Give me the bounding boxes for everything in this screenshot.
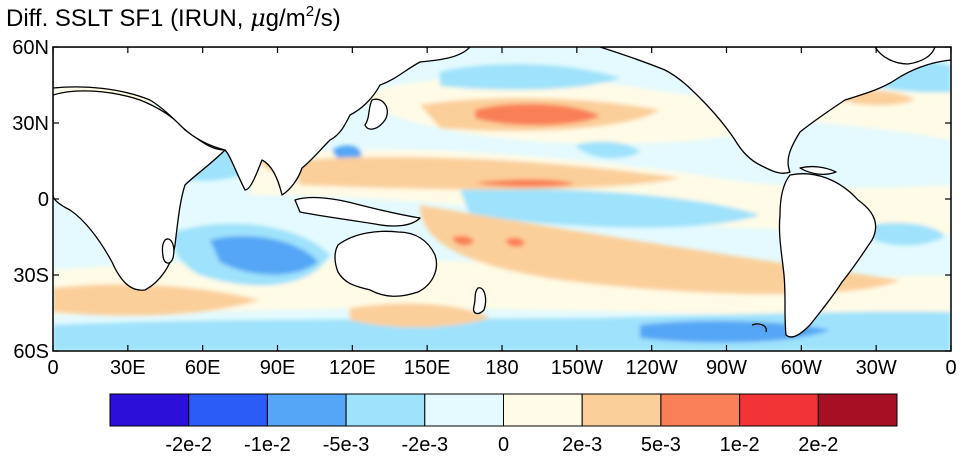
negative-central-pacific bbox=[460, 188, 760, 228]
colorbar-swatch bbox=[109, 393, 190, 427]
colorbar-label: 5e-3 bbox=[641, 434, 681, 456]
axis-labels: 0 30E 60E 90E 120E 150E 180 150W 120W 90W 60W 30W 06… bbox=[12, 37, 956, 379]
colorbar-label: 2e-3 bbox=[562, 434, 602, 456]
colorbar-swatch bbox=[817, 393, 898, 427]
lat-tick-label: 60N bbox=[12, 37, 49, 59]
coastlines bbox=[53, 47, 951, 338]
axis-ticks bbox=[52, 46, 952, 352]
colorbar-labels: -2e-2 -1e-2 -5e-3 -2e-3 0 2e-3 5e-3 1e-2 2e-2 bbox=[165, 434, 838, 456]
positive-tasman-sea bbox=[350, 303, 490, 328]
lon-tick-label: 150E bbox=[404, 357, 451, 379]
colorbar-swatch bbox=[739, 393, 819, 427]
coast-antarctic-islands bbox=[751, 323, 767, 333]
colorbar-swatch bbox=[188, 393, 268, 427]
coast-africa bbox=[53, 90, 226, 291]
positive-south-pacific-spots-2 bbox=[505, 237, 525, 247]
title-mu-symbol: μ bbox=[250, 4, 266, 32]
lat-tick-label: 0 bbox=[38, 189, 49, 211]
colorbar-swatch bbox=[266, 393, 347, 427]
colorbar-label: -5e-3 bbox=[323, 434, 370, 456]
positive-north-pacific-max bbox=[475, 103, 600, 126]
lon-tick-label: 120E bbox=[329, 357, 376, 379]
map-plot-area bbox=[53, 47, 951, 351]
lon-tick-label: 90W bbox=[706, 357, 747, 379]
colorbar-label: -2e-2 bbox=[165, 434, 212, 456]
positive-itcz-streak bbox=[475, 179, 575, 187]
colorbar-swatch bbox=[581, 393, 662, 427]
colorbar bbox=[109, 393, 898, 427]
colorbar-label: 2e-2 bbox=[798, 434, 838, 456]
colorbar-swatch bbox=[424, 393, 504, 427]
coast-australia bbox=[334, 230, 438, 297]
colorbar-swatch bbox=[660, 393, 741, 427]
negative-southern-ocean-core bbox=[640, 320, 830, 343]
coast-japan bbox=[364, 98, 388, 130]
title-unit-tail: /s) bbox=[314, 5, 341, 32]
coast-indonesia bbox=[294, 196, 421, 227]
coast-madagascar bbox=[161, 238, 175, 264]
lon-tick-label: 120W bbox=[626, 357, 678, 379]
colorbar-swatch bbox=[345, 393, 426, 427]
map-title: Diff. SSLT SF1 (IRUN, μg/m2/s) bbox=[6, 3, 341, 34]
lon-tick-label: 30W bbox=[856, 357, 897, 379]
lon-tick-label: 60W bbox=[781, 357, 822, 379]
negative-north-pacific bbox=[440, 64, 620, 90]
lon-tick-label: 90E bbox=[260, 357, 296, 379]
lon-tick-label: 30E bbox=[110, 357, 146, 379]
negative-hawaii bbox=[575, 141, 640, 159]
coast-south-america bbox=[778, 173, 877, 338]
title-prefix: Diff. SSLT SF1 (IRUN, bbox=[6, 5, 251, 32]
lon-tick-label: 0 bbox=[945, 357, 956, 379]
coast-eurasia bbox=[53, 47, 471, 196]
positive-south-pacific bbox=[420, 205, 900, 295]
colorbar-label: 0 bbox=[498, 434, 509, 456]
colorbar-label: -1e-2 bbox=[244, 434, 291, 456]
positive-tropical-pacific bbox=[290, 156, 680, 190]
colorbar-label: 1e-2 bbox=[720, 434, 760, 456]
title-unit-base: g/m bbox=[265, 5, 306, 32]
lat-tick-label: 30S bbox=[13, 265, 49, 287]
negative-indian-ocean-core bbox=[210, 236, 318, 275]
lon-tick-label: 60E bbox=[185, 357, 221, 379]
title-unit-exponent: 2 bbox=[305, 3, 315, 20]
coast-new-zealand bbox=[472, 287, 487, 315]
lon-tick-label: 0 bbox=[47, 357, 58, 379]
positive-southwest-indian bbox=[53, 284, 260, 316]
coast-greenland bbox=[874, 47, 936, 65]
lon-tick-label: 150W bbox=[551, 357, 603, 379]
difference-field bbox=[53, 59, 951, 351]
coast-north-america bbox=[599, 47, 951, 174]
positive-south-pacific-spots-1 bbox=[452, 235, 474, 246]
colorbar-label: -2e-3 bbox=[401, 434, 448, 456]
colorbar-swatch bbox=[503, 393, 583, 427]
negative-south-atlantic bbox=[870, 222, 945, 246]
lat-tick-label: 30N bbox=[12, 113, 49, 135]
coast-caribbean bbox=[799, 165, 837, 175]
lon-tick-label: 180 bbox=[485, 357, 518, 379]
lat-tick-label: 60S bbox=[13, 341, 49, 363]
